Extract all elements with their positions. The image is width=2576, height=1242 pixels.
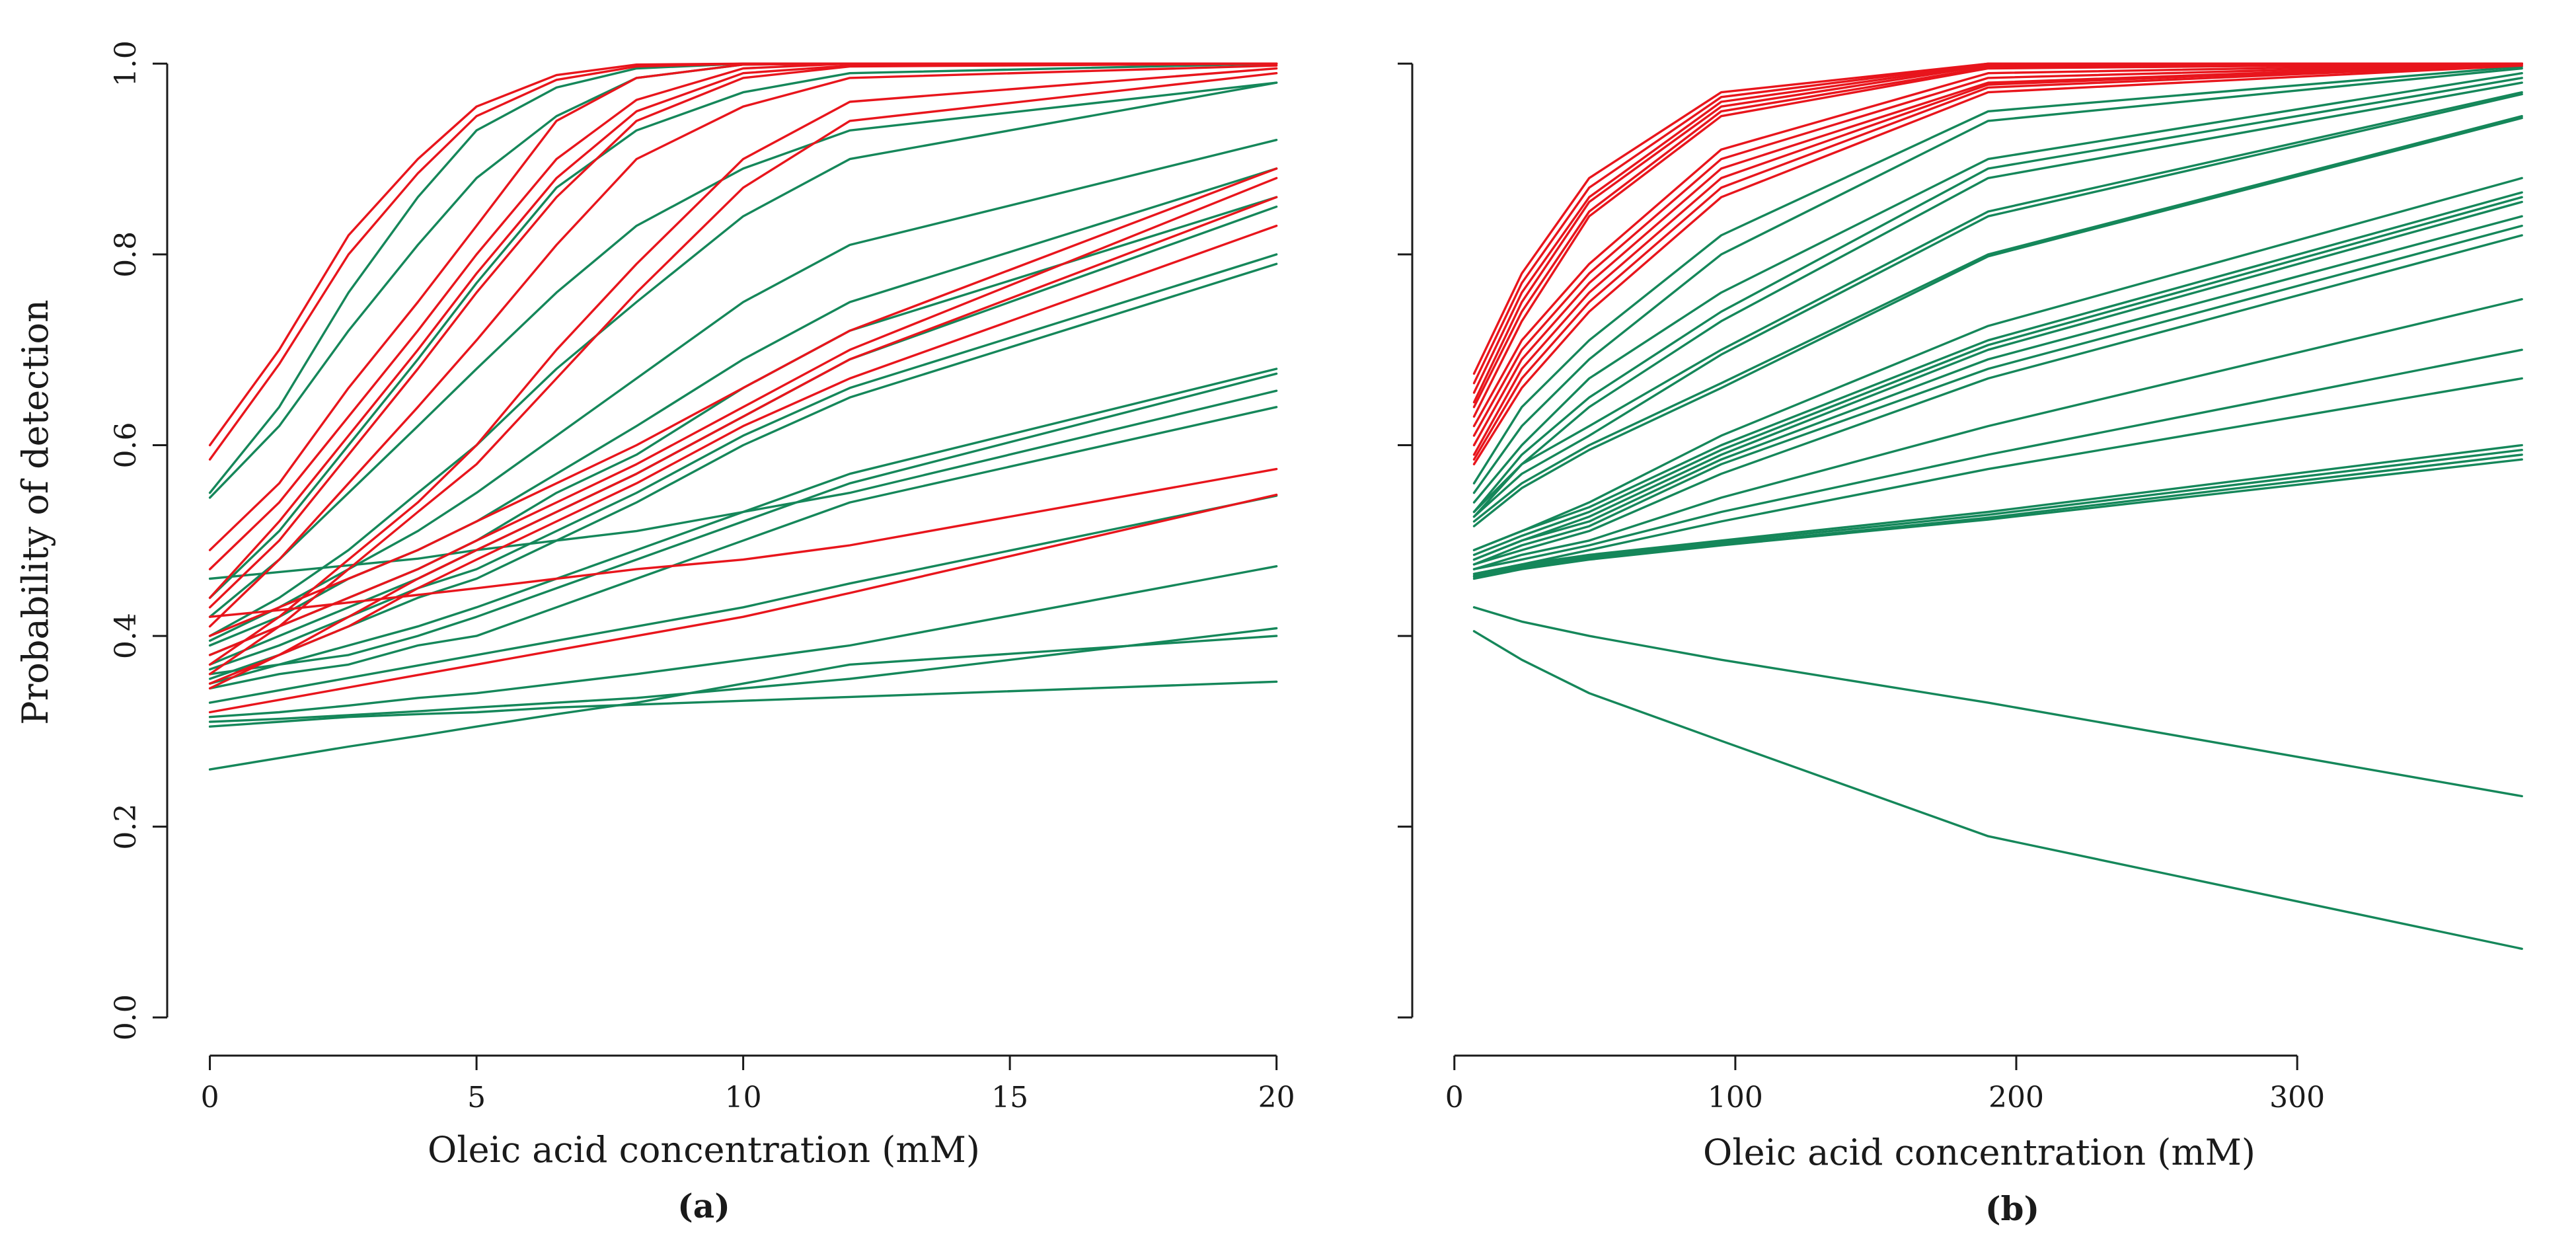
series-line-a-red-8 xyxy=(208,67,1278,666)
panel-b-label: (b) xyxy=(1985,1189,2039,1228)
series-line-a-red-12 xyxy=(208,196,1278,685)
panel-a: 0 5 10 15 20 0.0 0.2 0.4 0.6 0.8 1.0 Oleic acid c… xyxy=(15,40,1295,1225)
series-line-b-green-10 xyxy=(1472,176,2523,551)
series-line-b-green-7 xyxy=(1472,93,2523,518)
series-line-a-green-2 xyxy=(208,62,1278,499)
x-tick-label: 300 xyxy=(2269,1081,2325,1114)
series-line-b-red-11 xyxy=(1472,63,2523,461)
series-line-b-green-11 xyxy=(1472,191,2523,551)
series-line-a-green-15 xyxy=(208,389,1278,580)
series-line-a-green-20 xyxy=(208,635,1278,771)
series-line-b-green-3 xyxy=(1472,71,2523,504)
series-line-a-green-3 xyxy=(208,62,1278,600)
series-line-b-red-10 xyxy=(1472,62,2523,456)
series-line-b-red-9 xyxy=(1472,62,2523,447)
series-line-b-green-20 xyxy=(1472,444,2523,575)
x-tick-label: 100 xyxy=(1708,1081,1763,1114)
series-line-a-green-17 xyxy=(208,565,1278,718)
series-line-b-green-4 xyxy=(1472,77,2523,514)
series-line-a-red-5 xyxy=(208,62,1278,600)
series-line-a-green-10 xyxy=(208,253,1278,671)
series-line-a-red-13 xyxy=(208,224,1278,690)
x-tick-label: 5 xyxy=(467,1081,486,1114)
series-line-b-red-12 xyxy=(1472,64,2523,465)
series-line-a-green-19 xyxy=(208,680,1278,728)
series-line-b-green-25 xyxy=(1472,630,2523,951)
panel-a-x-axis-title: Oleic acid concentration (mM) xyxy=(428,1129,980,1171)
panel-a-y-ticks: 0.0 0.2 0.4 0.6 0.8 1.0 xyxy=(109,40,167,1040)
series-line-a-red-9 xyxy=(208,71,1278,676)
x-tick-label: 0 xyxy=(1445,1081,1464,1114)
series-line-a-red-15 xyxy=(208,493,1278,714)
y-tick-label: 1.0 xyxy=(109,40,143,87)
y-tick-label: 0.0 xyxy=(109,994,143,1040)
panel-a-x-ticks: 0 5 10 15 20 xyxy=(201,1056,1295,1114)
series-line-a-green-18 xyxy=(208,627,1278,723)
panel-b-y-ticks xyxy=(1398,62,1412,1019)
series-line-a-green-4 xyxy=(208,81,1278,618)
series-line-b-green-12 xyxy=(1472,196,2523,557)
x-tick-label: 20 xyxy=(1258,1081,1295,1114)
series-line-b-green-18 xyxy=(1472,348,2523,570)
y-tick-label: 0.2 xyxy=(109,804,143,850)
series-line-a-red-7 xyxy=(208,64,1278,628)
y-tick-label: 0.4 xyxy=(109,613,143,659)
series-line-a-red-6 xyxy=(208,62,1278,609)
panel-b-x-axis-title: Oleic acid concentration (mM) xyxy=(1703,1132,2255,1173)
series-line-b-green-5 xyxy=(1472,81,2523,518)
series-line-a-red-11 xyxy=(208,176,1278,656)
series-line-a-green-12 xyxy=(208,368,1278,676)
series-line-b-green-22 xyxy=(1472,453,2523,578)
panel-a-y-axis-title: Probability of detection xyxy=(15,299,56,725)
series-line-b-green-23 xyxy=(1472,458,2523,580)
panel-a-label: (a) xyxy=(677,1186,730,1225)
series-line-b-green-2 xyxy=(1472,67,2523,494)
series-line-b-red-4 xyxy=(1472,62,2523,404)
series-line-a-red-4 xyxy=(208,62,1278,570)
panel-b-x-ticks: 0 100 200 300 xyxy=(1445,1056,2325,1114)
x-tick-label: 15 xyxy=(991,1081,1028,1114)
series-line-b-green-9 xyxy=(1472,116,2523,527)
panel-b: 0 100 200 300 Oleic acid concentration (mM)… xyxy=(1398,62,2523,1228)
series-line-a-red-14 xyxy=(208,467,1278,618)
series-line-b-green-16 xyxy=(1472,234,2523,566)
series-line-a-green-16 xyxy=(208,494,1278,704)
series-line-b-red-8 xyxy=(1472,62,2523,437)
series-line-b-red-6 xyxy=(1472,62,2523,418)
series-line-b-red-7 xyxy=(1472,62,2523,428)
series-line-b-green-8 xyxy=(1472,114,2523,523)
y-tick-label: 0.6 xyxy=(109,422,143,468)
series-line-a-red-3 xyxy=(208,62,1278,551)
series-line-b-green-17 xyxy=(1472,298,2523,570)
series-line-b-green-1 xyxy=(1472,65,2523,485)
series-line-b-green-21 xyxy=(1472,449,2523,577)
series-line-a-red-10 xyxy=(208,167,1278,637)
series-line-b-green-24 xyxy=(1472,606,2523,798)
x-tick-label: 10 xyxy=(725,1081,762,1114)
panel-a-series-lines xyxy=(208,62,1278,771)
x-tick-label: 200 xyxy=(1989,1081,2044,1114)
series-line-b-green-15 xyxy=(1472,224,2523,566)
series-line-b-green-6 xyxy=(1472,91,2523,514)
series-line-a-green-5 xyxy=(208,81,1278,637)
series-line-b-green-14 xyxy=(1472,215,2523,561)
series-line-a-green-14 xyxy=(208,406,1278,690)
panel-b-series-lines xyxy=(1472,62,2523,951)
x-tick-label: 0 xyxy=(201,1081,219,1114)
y-tick-label: 0.8 xyxy=(109,231,143,278)
